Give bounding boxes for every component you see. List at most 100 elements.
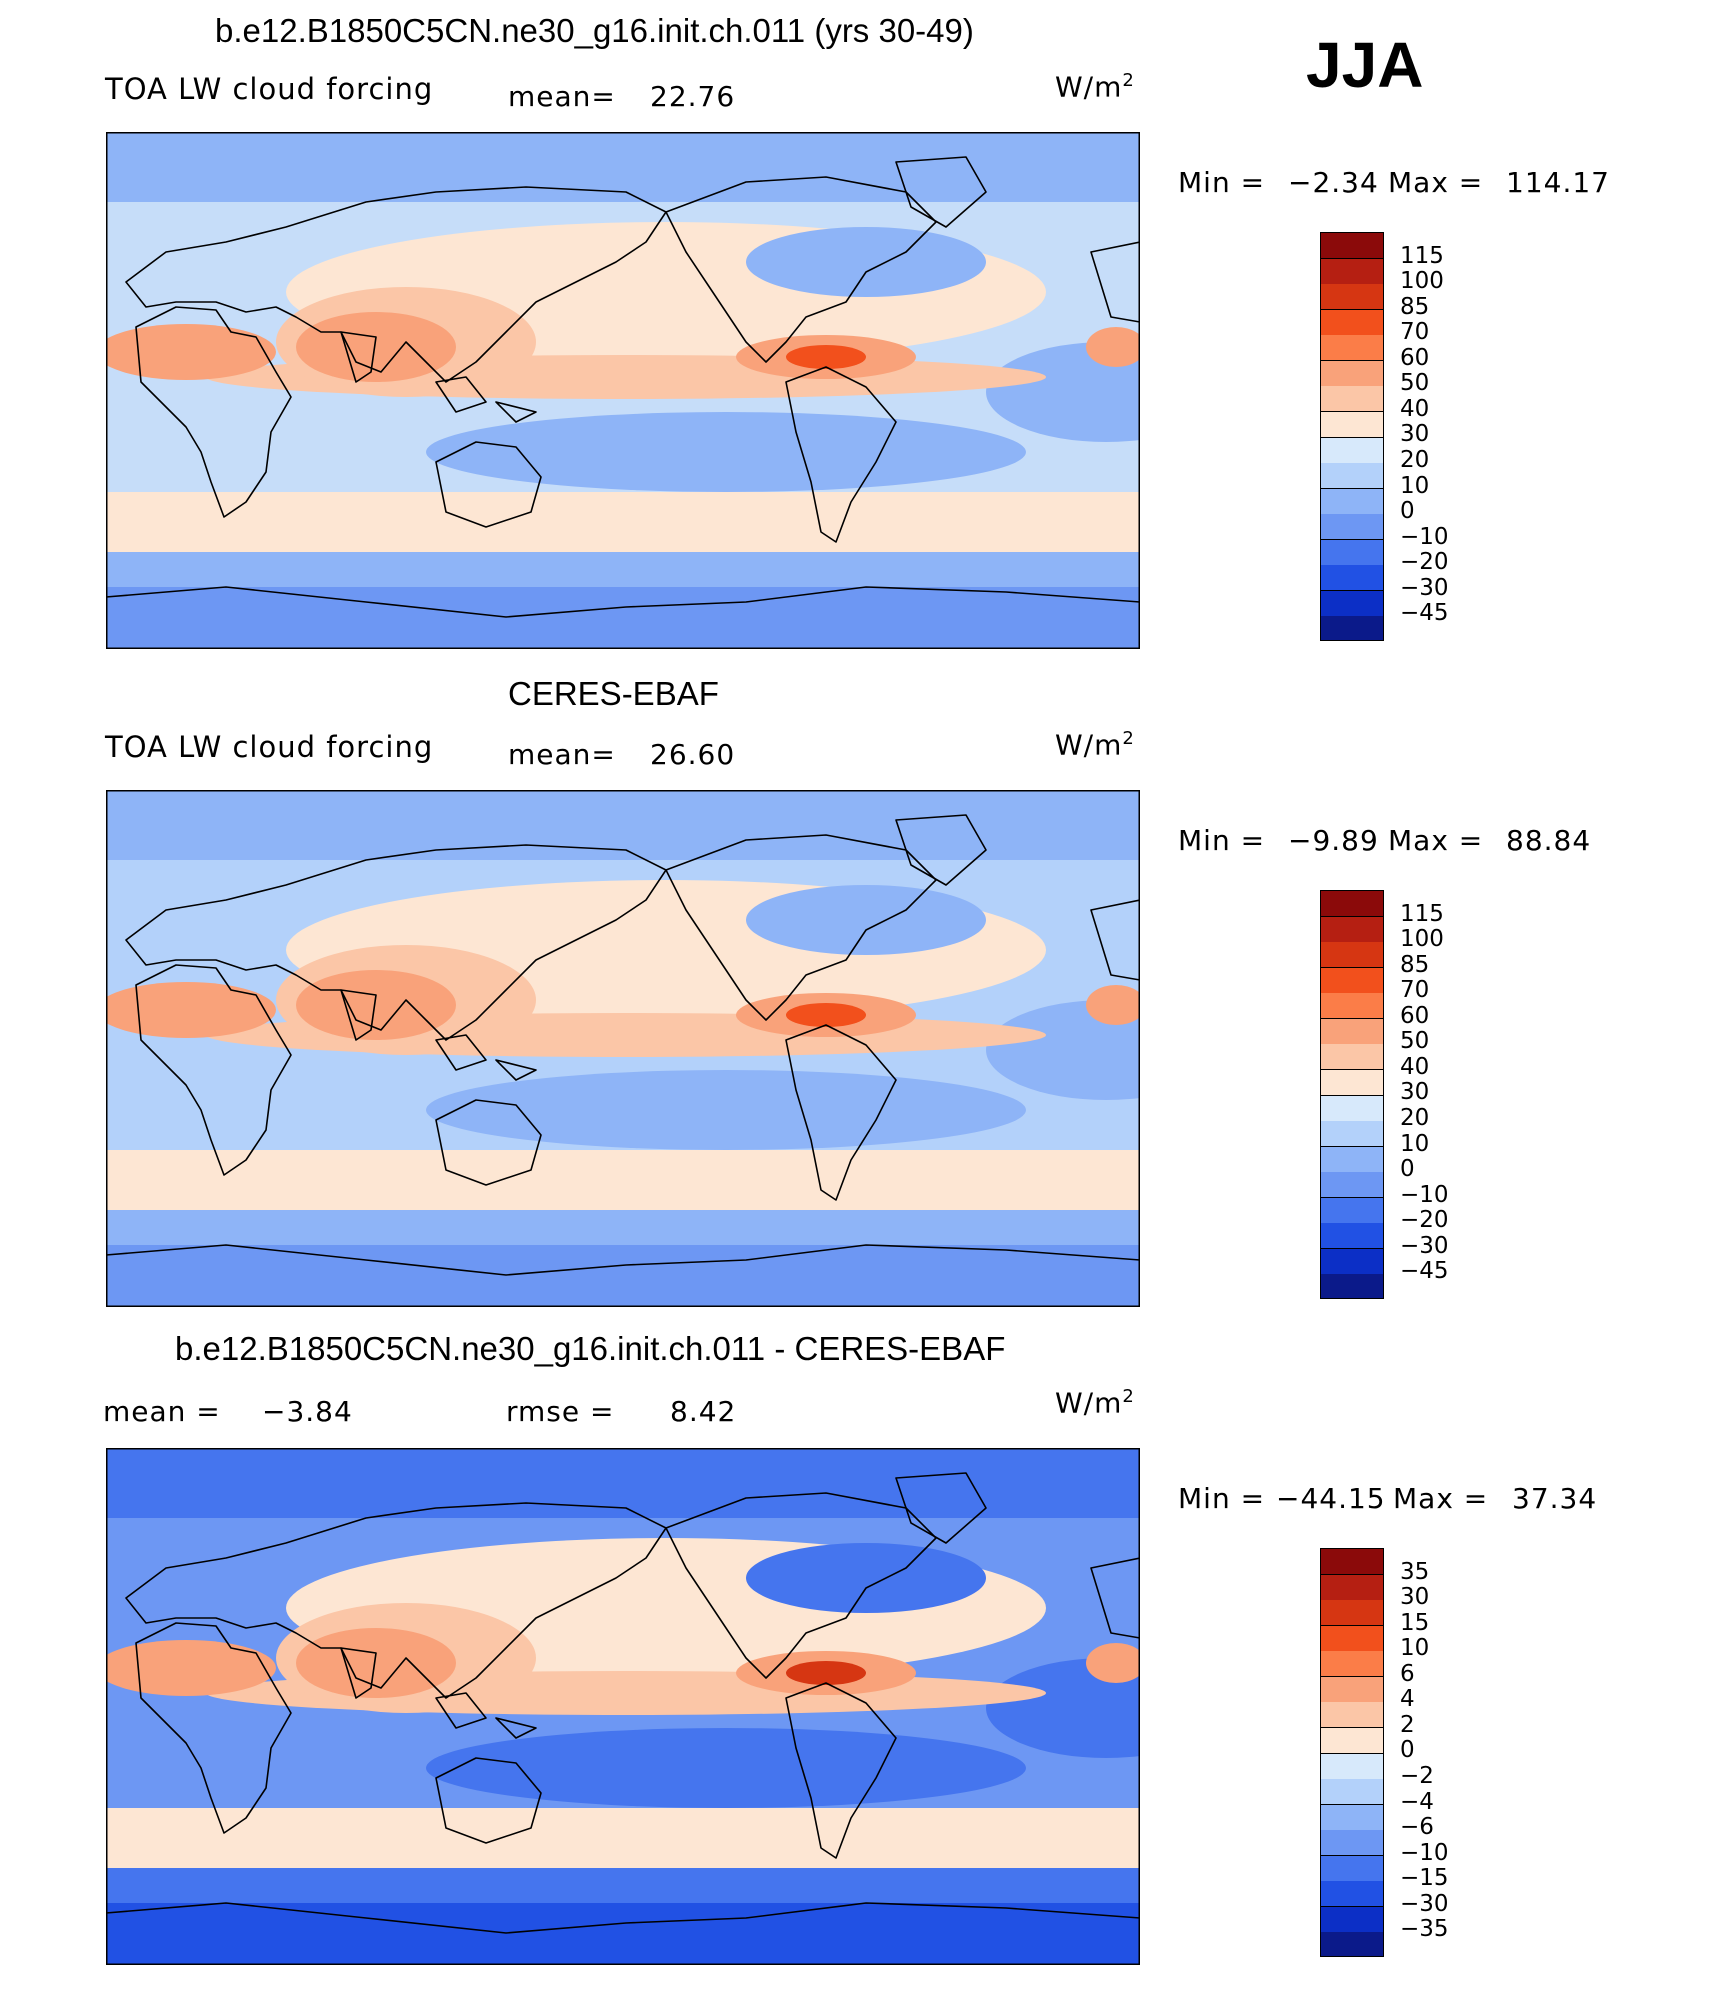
panel-2-units: W/m2 bbox=[1055, 728, 1135, 762]
colorbar-swatch bbox=[1321, 1651, 1383, 1678]
colorbar-tick-label: −10 bbox=[1400, 1839, 1449, 1866]
colorbar-tick-label: −20 bbox=[1400, 549, 1449, 576]
field-band-storm-track bbox=[106, 492, 1140, 552]
colorbar-tick-label: 70 bbox=[1400, 319, 1430, 346]
colorbar-swatch bbox=[1321, 1906, 1383, 1933]
coastline bbox=[106, 586, 1140, 649]
colorbar-swatch bbox=[1321, 1574, 1383, 1601]
field-atlantic-south bbox=[986, 1658, 1140, 1758]
colorbar-tick-label: 0 bbox=[1400, 1156, 1415, 1183]
field-band-storm-track bbox=[106, 1808, 1140, 1868]
colorbar-tick-label: 100 bbox=[1400, 926, 1444, 953]
colorbar-tick-label: −10 bbox=[1400, 523, 1449, 550]
colorbar-tick-label: −6 bbox=[1400, 1814, 1434, 1841]
colorbar-swatch bbox=[1321, 590, 1383, 617]
coastline bbox=[435, 376, 487, 413]
colorbar-tick-label: −35 bbox=[1400, 1916, 1449, 1943]
panel-3-mean-value: −3.84 bbox=[262, 1395, 353, 1428]
panel-1-variable: TOA LW cloud forcing bbox=[105, 72, 434, 106]
field-subtropic-south bbox=[426, 1728, 1026, 1808]
colorbar-tick-label: 0 bbox=[1400, 498, 1415, 525]
colorbar-tick-label: 2 bbox=[1400, 1711, 1415, 1738]
colorbar-swatch bbox=[1321, 539, 1383, 566]
colorbar-swatch bbox=[1321, 1197, 1383, 1224]
coastline bbox=[435, 1034, 487, 1071]
colorbar-tick-label: 10 bbox=[1400, 1130, 1430, 1157]
colorbar-swatch bbox=[1321, 1549, 1383, 1576]
colorbar-swatch bbox=[1321, 1018, 1383, 1045]
colorbar-swatch bbox=[1321, 1044, 1383, 1071]
colorbar-tick-label: −2 bbox=[1400, 1763, 1434, 1789]
panel-3-units: W/m2 bbox=[1055, 1386, 1135, 1420]
field-monsoon-core bbox=[296, 312, 456, 382]
coastline bbox=[665, 176, 937, 363]
colorbar-swatch bbox=[1321, 916, 1383, 943]
colorbar-swatch bbox=[1321, 1855, 1383, 1882]
colorbar-swatch bbox=[1321, 1625, 1383, 1652]
colorbar-tick-label: 85 bbox=[1400, 293, 1430, 320]
colorbar-swatch bbox=[1321, 1095, 1383, 1122]
coastline bbox=[125, 844, 667, 1041]
coastline bbox=[495, 1059, 537, 1081]
colorbar-swatch bbox=[1321, 1881, 1383, 1908]
coastline bbox=[435, 441, 542, 528]
panel-2-max-value: 88.84 bbox=[1506, 824, 1592, 857]
colorbar-tick-label: 85 bbox=[1400, 951, 1430, 978]
colorbar-tick-label: −10 bbox=[1400, 1181, 1449, 1208]
colorbar-swatch bbox=[1321, 411, 1383, 438]
colorbar-tick-label: −15 bbox=[1400, 1865, 1449, 1892]
coastline bbox=[125, 186, 667, 383]
colorbar-swatch bbox=[1321, 1804, 1383, 1831]
field-central-america-core bbox=[786, 345, 866, 369]
field-africa-itcz bbox=[106, 982, 276, 1038]
field-subtropic-patch bbox=[746, 885, 986, 955]
colorbar-tick-label: 40 bbox=[1400, 395, 1430, 422]
colorbar-tick-label: −45 bbox=[1400, 1258, 1449, 1285]
colorbar-tick-label: −30 bbox=[1400, 574, 1449, 601]
colorbar-swatch bbox=[1321, 565, 1383, 592]
colorbar-swatch bbox=[1321, 514, 1383, 541]
coastline bbox=[435, 1099, 542, 1186]
colorbar-tick-label: 115 bbox=[1400, 900, 1444, 927]
colorbar-swatch bbox=[1321, 1172, 1383, 1199]
colorbar-tick-label: 30 bbox=[1400, 421, 1430, 448]
colorbar-swatch bbox=[1321, 463, 1383, 490]
colorbar-swatch bbox=[1321, 233, 1383, 260]
season-label: JJA bbox=[1306, 29, 1424, 101]
field-band-antarctic bbox=[106, 587, 1140, 649]
coastline bbox=[895, 1472, 987, 1544]
colorbar-swatch bbox=[1321, 967, 1383, 994]
colorbar-tick-label: −20 bbox=[1400, 1207, 1449, 1234]
colorbar-swatch bbox=[1321, 1779, 1383, 1806]
colorbar-swatch bbox=[1321, 258, 1383, 285]
panel-2-map bbox=[106, 790, 1140, 1307]
coastline bbox=[340, 1647, 377, 1699]
coastline bbox=[665, 1492, 937, 1679]
field-subtropic-patch bbox=[746, 1543, 986, 1613]
coastline bbox=[1090, 241, 1140, 323]
coastline bbox=[125, 1502, 667, 1699]
panel-2-colorbar bbox=[1320, 890, 1384, 1299]
colorbar-swatch bbox=[1321, 1121, 1383, 1148]
coastline bbox=[785, 1024, 897, 1201]
colorbar-swatch bbox=[1321, 335, 1383, 362]
colorbar-swatch bbox=[1321, 309, 1383, 336]
panel-1-colorbar bbox=[1320, 232, 1384, 641]
field-band-polar-north bbox=[106, 132, 1140, 202]
panel-3-rmse-value: 8.42 bbox=[670, 1395, 737, 1428]
colorbar-tick-label: 30 bbox=[1400, 1584, 1430, 1611]
field-subtropic-south bbox=[426, 1070, 1026, 1150]
coastline bbox=[135, 964, 292, 1176]
colorbar-swatch bbox=[1321, 1248, 1383, 1275]
colorbar-swatch bbox=[1321, 1600, 1383, 1627]
colorbar-tick-label: 15 bbox=[1400, 1609, 1430, 1636]
panel-1-mean-value: 22.76 bbox=[650, 80, 736, 113]
coastline bbox=[785, 1682, 897, 1859]
field-band-storm-track bbox=[106, 1150, 1140, 1210]
coastline bbox=[1090, 899, 1140, 981]
panel-2-mean-label: mean= bbox=[508, 738, 616, 771]
panel-1-map bbox=[106, 132, 1140, 649]
coastline bbox=[135, 1622, 292, 1834]
field-africa-west bbox=[1086, 327, 1140, 367]
colorbar-swatch bbox=[1321, 1727, 1383, 1754]
